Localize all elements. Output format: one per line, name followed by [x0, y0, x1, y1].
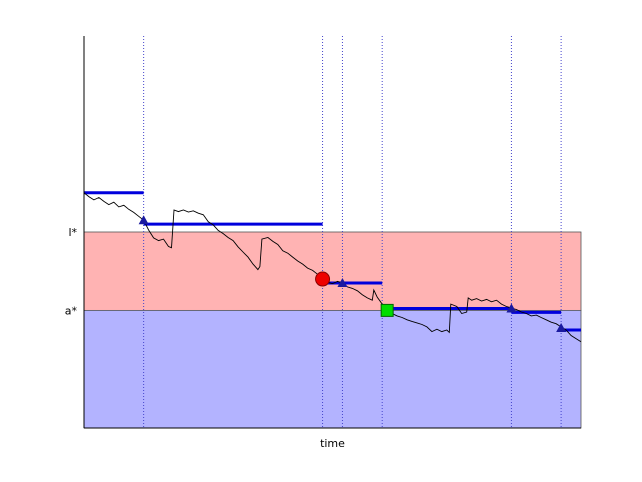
circle-marker: [315, 271, 331, 287]
x-axis-label: time: [320, 437, 345, 450]
region-bands: [83, 231, 582, 429]
axes: [83, 36, 581, 429]
y-tick-label: a*: [65, 304, 78, 317]
triangle-marker: [556, 323, 567, 333]
series-line: [83, 192, 582, 343]
event-lines: [143, 36, 562, 428]
y-tick-labels: l* a*: [65, 226, 78, 317]
series-group: [83, 192, 582, 343]
triangle-marker: [506, 303, 517, 313]
triangle-marker: [337, 277, 348, 287]
markers-group: [138, 215, 567, 333]
y-tick-label: l*: [68, 226, 77, 239]
triangle-marker: [138, 215, 149, 225]
region-band: [83, 231, 582, 311]
square-marker: [380, 303, 394, 317]
region-band: [83, 309, 582, 429]
